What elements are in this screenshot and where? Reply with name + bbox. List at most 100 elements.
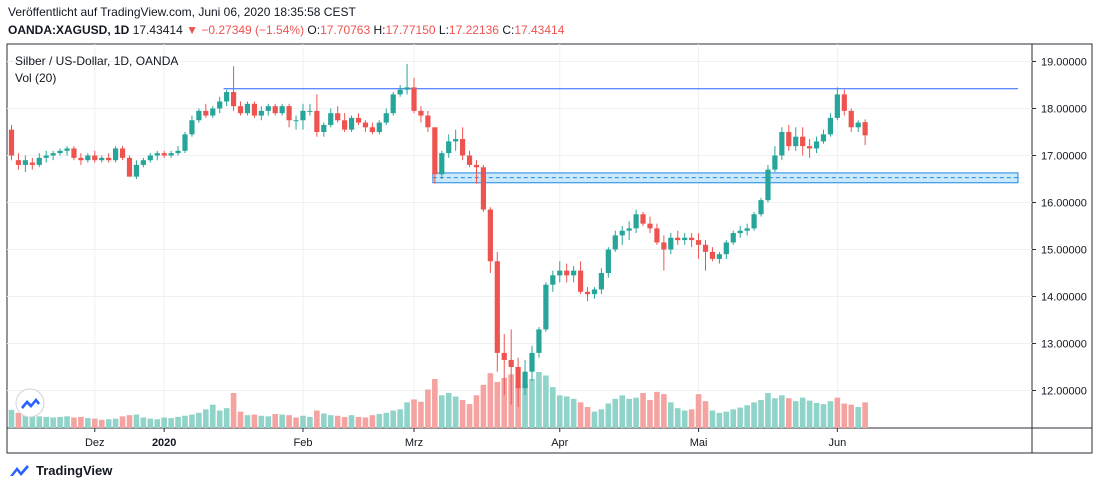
candle-body [230,92,237,107]
candle-body [543,284,549,330]
candle-body [272,106,278,114]
candle-body [383,113,389,123]
candle-body [522,371,528,389]
low-value: 17.22136 [448,23,499,37]
volume-bar [584,407,591,428]
candle [397,85,403,97]
volume-bar [563,396,570,428]
candle [29,157,35,170]
volume-bar [473,395,480,428]
open-value: 17.70763 [320,23,371,37]
candle [543,282,549,332]
volume-bar [237,411,244,428]
candle [813,136,820,154]
candle-body [50,153,56,156]
volume-bar [494,381,501,428]
volume-bar [702,401,709,428]
candle-body [501,352,507,360]
candle-body [22,160,28,165]
candle-body [841,94,847,111]
volume-bar [140,417,147,428]
candle [210,106,216,118]
candle-body [99,157,105,161]
volume-bar [598,409,605,428]
candle [99,155,105,163]
candle-body [154,153,160,156]
candle [480,164,487,212]
candle [800,127,806,156]
candle-body [119,148,126,158]
candle-body [800,136,806,147]
candle [793,127,799,151]
volume-bar [570,398,577,428]
volume-bar [459,400,466,428]
candle [286,103,292,128]
volume-title: Vol (20) [15,71,56,85]
candle-body [71,148,77,158]
candle [418,106,424,123]
candle-body [612,235,618,250]
volume-bar [251,414,258,428]
volume-bar [452,396,459,428]
candle-body [702,244,709,252]
candle-body [779,132,785,156]
volume-bar [209,404,216,428]
candle [605,247,611,278]
candle [293,115,299,130]
series-title: Silber / US-Dollar, 1D, OANDA [15,54,178,68]
candle [161,150,167,158]
candle-body [453,139,459,142]
y-tick-label: 16.00000 [1041,198,1087,210]
candle [203,103,209,118]
chart-watermark-icon[interactable] [15,388,45,418]
candle [453,129,459,151]
y-tick-label: 18.00000 [1041,104,1087,116]
candle [342,113,348,132]
candle-body [577,270,584,292]
candle [425,110,431,132]
candle-body [813,141,820,149]
volume-bar [543,375,549,428]
x-tick-label: Mrz [405,437,423,449]
volume-bar [15,412,22,428]
candle-body [446,141,452,154]
volume-bar [105,419,112,428]
candle-body [307,110,313,112]
tradingview-logo[interactable]: TradingView [8,462,112,478]
candle-body [640,214,646,224]
candle [258,106,264,121]
volume-bar [466,404,473,428]
volume-bar [397,409,403,428]
volume-bar [327,415,334,428]
candle [786,124,792,151]
candle [550,270,556,292]
volume-bar [126,415,133,428]
candle-body [411,87,417,111]
candle [404,63,410,95]
candle-body [175,150,181,154]
volume-bar [744,405,750,428]
candle-body [237,106,244,114]
volume-bar [445,393,452,428]
candle [355,113,362,125]
candle-body [328,113,334,125]
candle-body [168,153,174,156]
candle-body [584,291,591,295]
volume-bar [341,416,348,428]
volume-bar [265,416,272,428]
volume-bar [272,414,279,428]
candle-body [820,134,827,142]
candle [675,230,681,245]
volume-bars [8,372,868,428]
candle-body [425,115,431,128]
candle [314,94,320,137]
candle [820,129,827,144]
x-tick-label: 2020 [152,437,176,449]
candle-body [147,155,153,161]
candle [265,103,271,116]
candle [390,92,396,116]
candle-body [362,122,369,128]
candle [730,230,736,245]
candle-body [57,150,63,154]
